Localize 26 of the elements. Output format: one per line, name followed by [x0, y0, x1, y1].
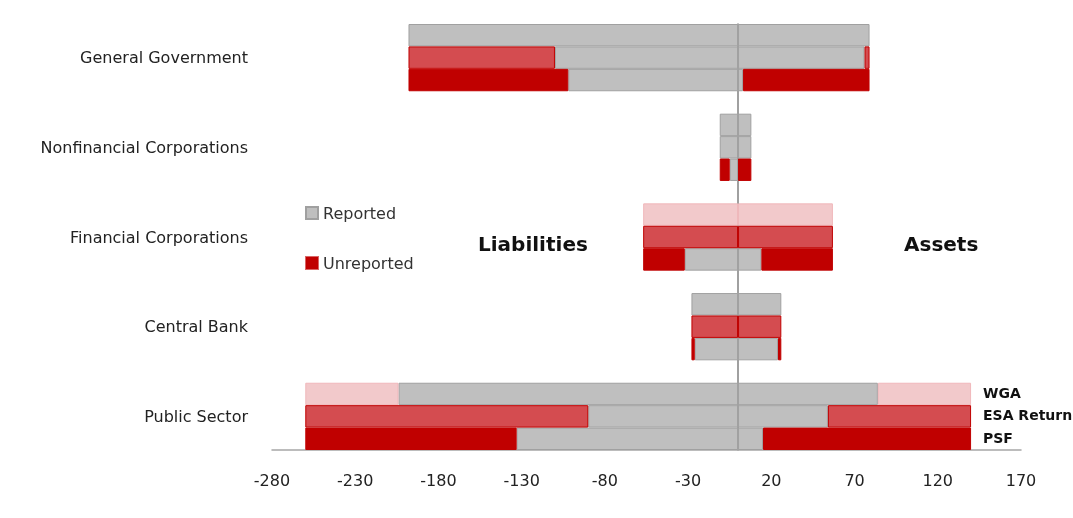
y-tick-label: Nonfinancial Corporations	[40, 137, 248, 157]
annotation: ESA Return	[983, 407, 1073, 424]
bar	[719, 158, 730, 181]
y-tick-label: General Government	[80, 48, 248, 68]
x-tick-label: -180	[420, 470, 457, 490]
x-tick-label: -280	[253, 470, 291, 490]
y-tick-label: Central Bank	[144, 317, 249, 337]
x-tick-label: 70	[844, 470, 865, 490]
annotation: PSF	[983, 429, 1013, 446]
bar	[305, 382, 399, 406]
y-tick-label: Public Sector	[144, 406, 249, 426]
x-tick-label: -30	[675, 470, 702, 490]
x-tick-label: 120	[922, 470, 954, 490]
y-tick-label: Financial Corporations	[70, 227, 248, 247]
bar	[877, 382, 972, 406]
x-tick-label: -130	[503, 470, 540, 490]
x-tick-label: 170	[1005, 470, 1037, 490]
annotation: WGA	[983, 384, 1021, 401]
annotation: Liabilities	[478, 232, 588, 256]
legend-label: Reported	[323, 203, 397, 223]
annotation: Assets	[904, 232, 979, 256]
x-tick-label: -80	[591, 470, 618, 490]
x-tick-label: 20	[761, 470, 782, 490]
legend-label: Unreported	[323, 253, 414, 273]
bar	[738, 158, 752, 181]
x-tick-label: -230	[337, 470, 374, 490]
